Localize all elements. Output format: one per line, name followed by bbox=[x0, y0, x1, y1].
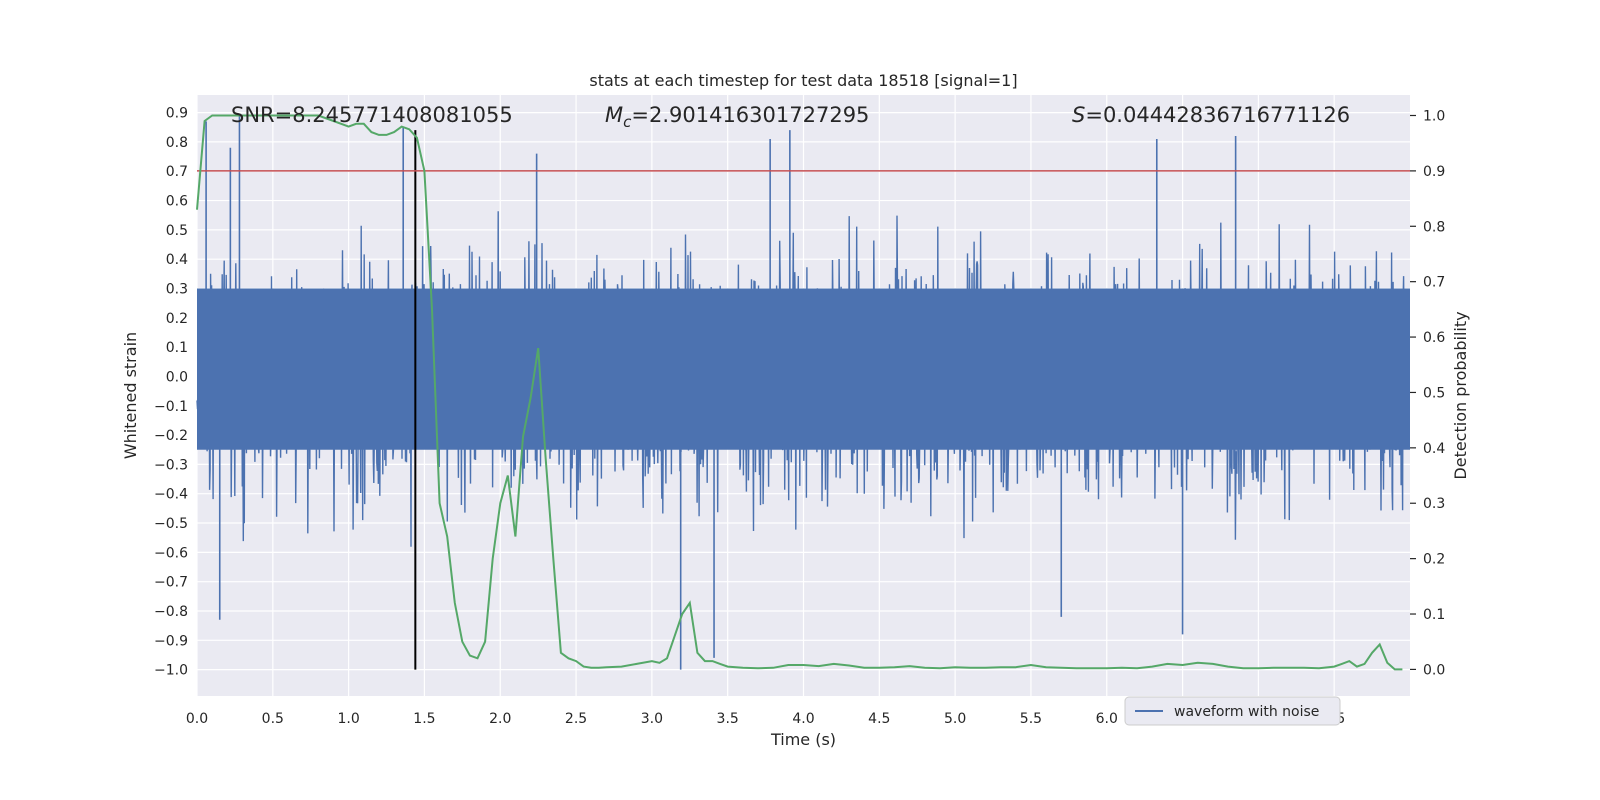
y-tick-label: −1.0 bbox=[154, 663, 188, 679]
y-tick-label: −0.7 bbox=[154, 575, 188, 591]
y-tick-label: 0.8 bbox=[166, 135, 188, 151]
y2-tick-label: 1.0 bbox=[1423, 108, 1445, 124]
y-tick-label: −0.3 bbox=[154, 457, 188, 473]
x-tick-label: 4.5 bbox=[868, 711, 890, 727]
y2-tick-labels: 1.0 0.9 0.8 0.7 0.6 0.5 0.4 0.3 0.2 0.1 0.0 bbox=[1410, 108, 1445, 678]
series-detection-probability bbox=[196, 114, 1403, 671]
y2-tick-label: 0.3 bbox=[1423, 496, 1445, 512]
x-tick-label: 2.5 bbox=[565, 711, 587, 727]
legend: waveform with noise bbox=[1124, 696, 1341, 726]
y2-tick-label: 0.0 bbox=[1423, 662, 1445, 678]
snr-annotation: SNR=8.245771408081055 bbox=[231, 103, 513, 127]
y-tick-label: 0.7 bbox=[166, 164, 188, 180]
y-tick-label: −0.9 bbox=[154, 633, 188, 649]
y-tick-label: −0.2 bbox=[154, 428, 188, 444]
chirp-mass-subscript: c bbox=[623, 113, 632, 131]
y-tick-label: −0.5 bbox=[154, 516, 188, 532]
y2-tick-label: 0.6 bbox=[1423, 330, 1445, 346]
y2-tick-label: 0.5 bbox=[1423, 385, 1445, 401]
y-tick-label: −0.1 bbox=[154, 399, 188, 415]
y-tick-label: −0.4 bbox=[154, 487, 188, 503]
y-tick-label: −0.8 bbox=[154, 604, 188, 620]
legend-box bbox=[1124, 696, 1341, 726]
chirp-mass-annotation: Mc=2.901416301727295 bbox=[605, 103, 869, 131]
y-tick-label: 0.6 bbox=[166, 194, 188, 210]
y-tick-label: −0.6 bbox=[154, 545, 188, 561]
x-tick-label: 0.0 bbox=[186, 711, 208, 727]
y-tick-label: 0.5 bbox=[166, 223, 188, 239]
x-tick-label: 5.0 bbox=[944, 711, 966, 727]
x-axis-label: Time (s) bbox=[770, 730, 836, 749]
y-tick-labels: 0.9 0.8 0.7 0.6 0.5 0.4 0.3 0.2 0.1 0.0 −0.1 −0.2 −0… bbox=[154, 106, 188, 679]
y2-tick-label: 0.1 bbox=[1423, 607, 1445, 623]
y-axis-label: Whitened strain bbox=[121, 332, 140, 459]
y2-tick-label: 0.7 bbox=[1423, 275, 1445, 291]
y-tick-label: 0.1 bbox=[166, 340, 188, 356]
y-tick-label: 0.3 bbox=[166, 281, 188, 297]
x-tick-label: 1.5 bbox=[413, 711, 435, 727]
x-tick-label: 0.5 bbox=[262, 711, 284, 727]
waveform-core-band bbox=[197, 288, 1410, 450]
chirp-mass-symbol: M bbox=[605, 103, 623, 127]
y2-tick-label: 0.2 bbox=[1423, 552, 1445, 568]
y-tick-label: 0.4 bbox=[166, 252, 188, 268]
x-tick-label: 3.5 bbox=[717, 711, 739, 727]
x-tick-label: 3.0 bbox=[641, 711, 663, 727]
y2-tick-label: 0.4 bbox=[1423, 441, 1445, 457]
x-tick-label: 4.0 bbox=[792, 711, 814, 727]
x-tick-label: 1.0 bbox=[337, 711, 359, 727]
spin-symbol: S bbox=[1072, 103, 1085, 127]
y-tick-label: 0.0 bbox=[166, 369, 188, 385]
y-tick-label: 0.9 bbox=[166, 106, 188, 122]
chart-title: stats at each timestep for test data 185… bbox=[589, 71, 1017, 90]
y-tick-label: 0.2 bbox=[166, 311, 188, 327]
spin-value: =0.04442836716771126 bbox=[1085, 103, 1350, 127]
y2-tick-label: 0.8 bbox=[1423, 219, 1445, 235]
legend-label-waveform: waveform with noise bbox=[1174, 704, 1319, 720]
x-tick-label: 2.0 bbox=[489, 711, 511, 727]
y2-axis-label: Detection probability bbox=[1451, 311, 1470, 479]
x-tick-label: 6.0 bbox=[1096, 711, 1118, 727]
y2-tick-label: 0.9 bbox=[1423, 164, 1445, 180]
x-tick-label: 5.5 bbox=[1020, 711, 1042, 727]
spin-annotation: S=0.04442836716771126 bbox=[1072, 103, 1350, 127]
chirp-mass-value: =2.901416301727295 bbox=[631, 103, 869, 127]
